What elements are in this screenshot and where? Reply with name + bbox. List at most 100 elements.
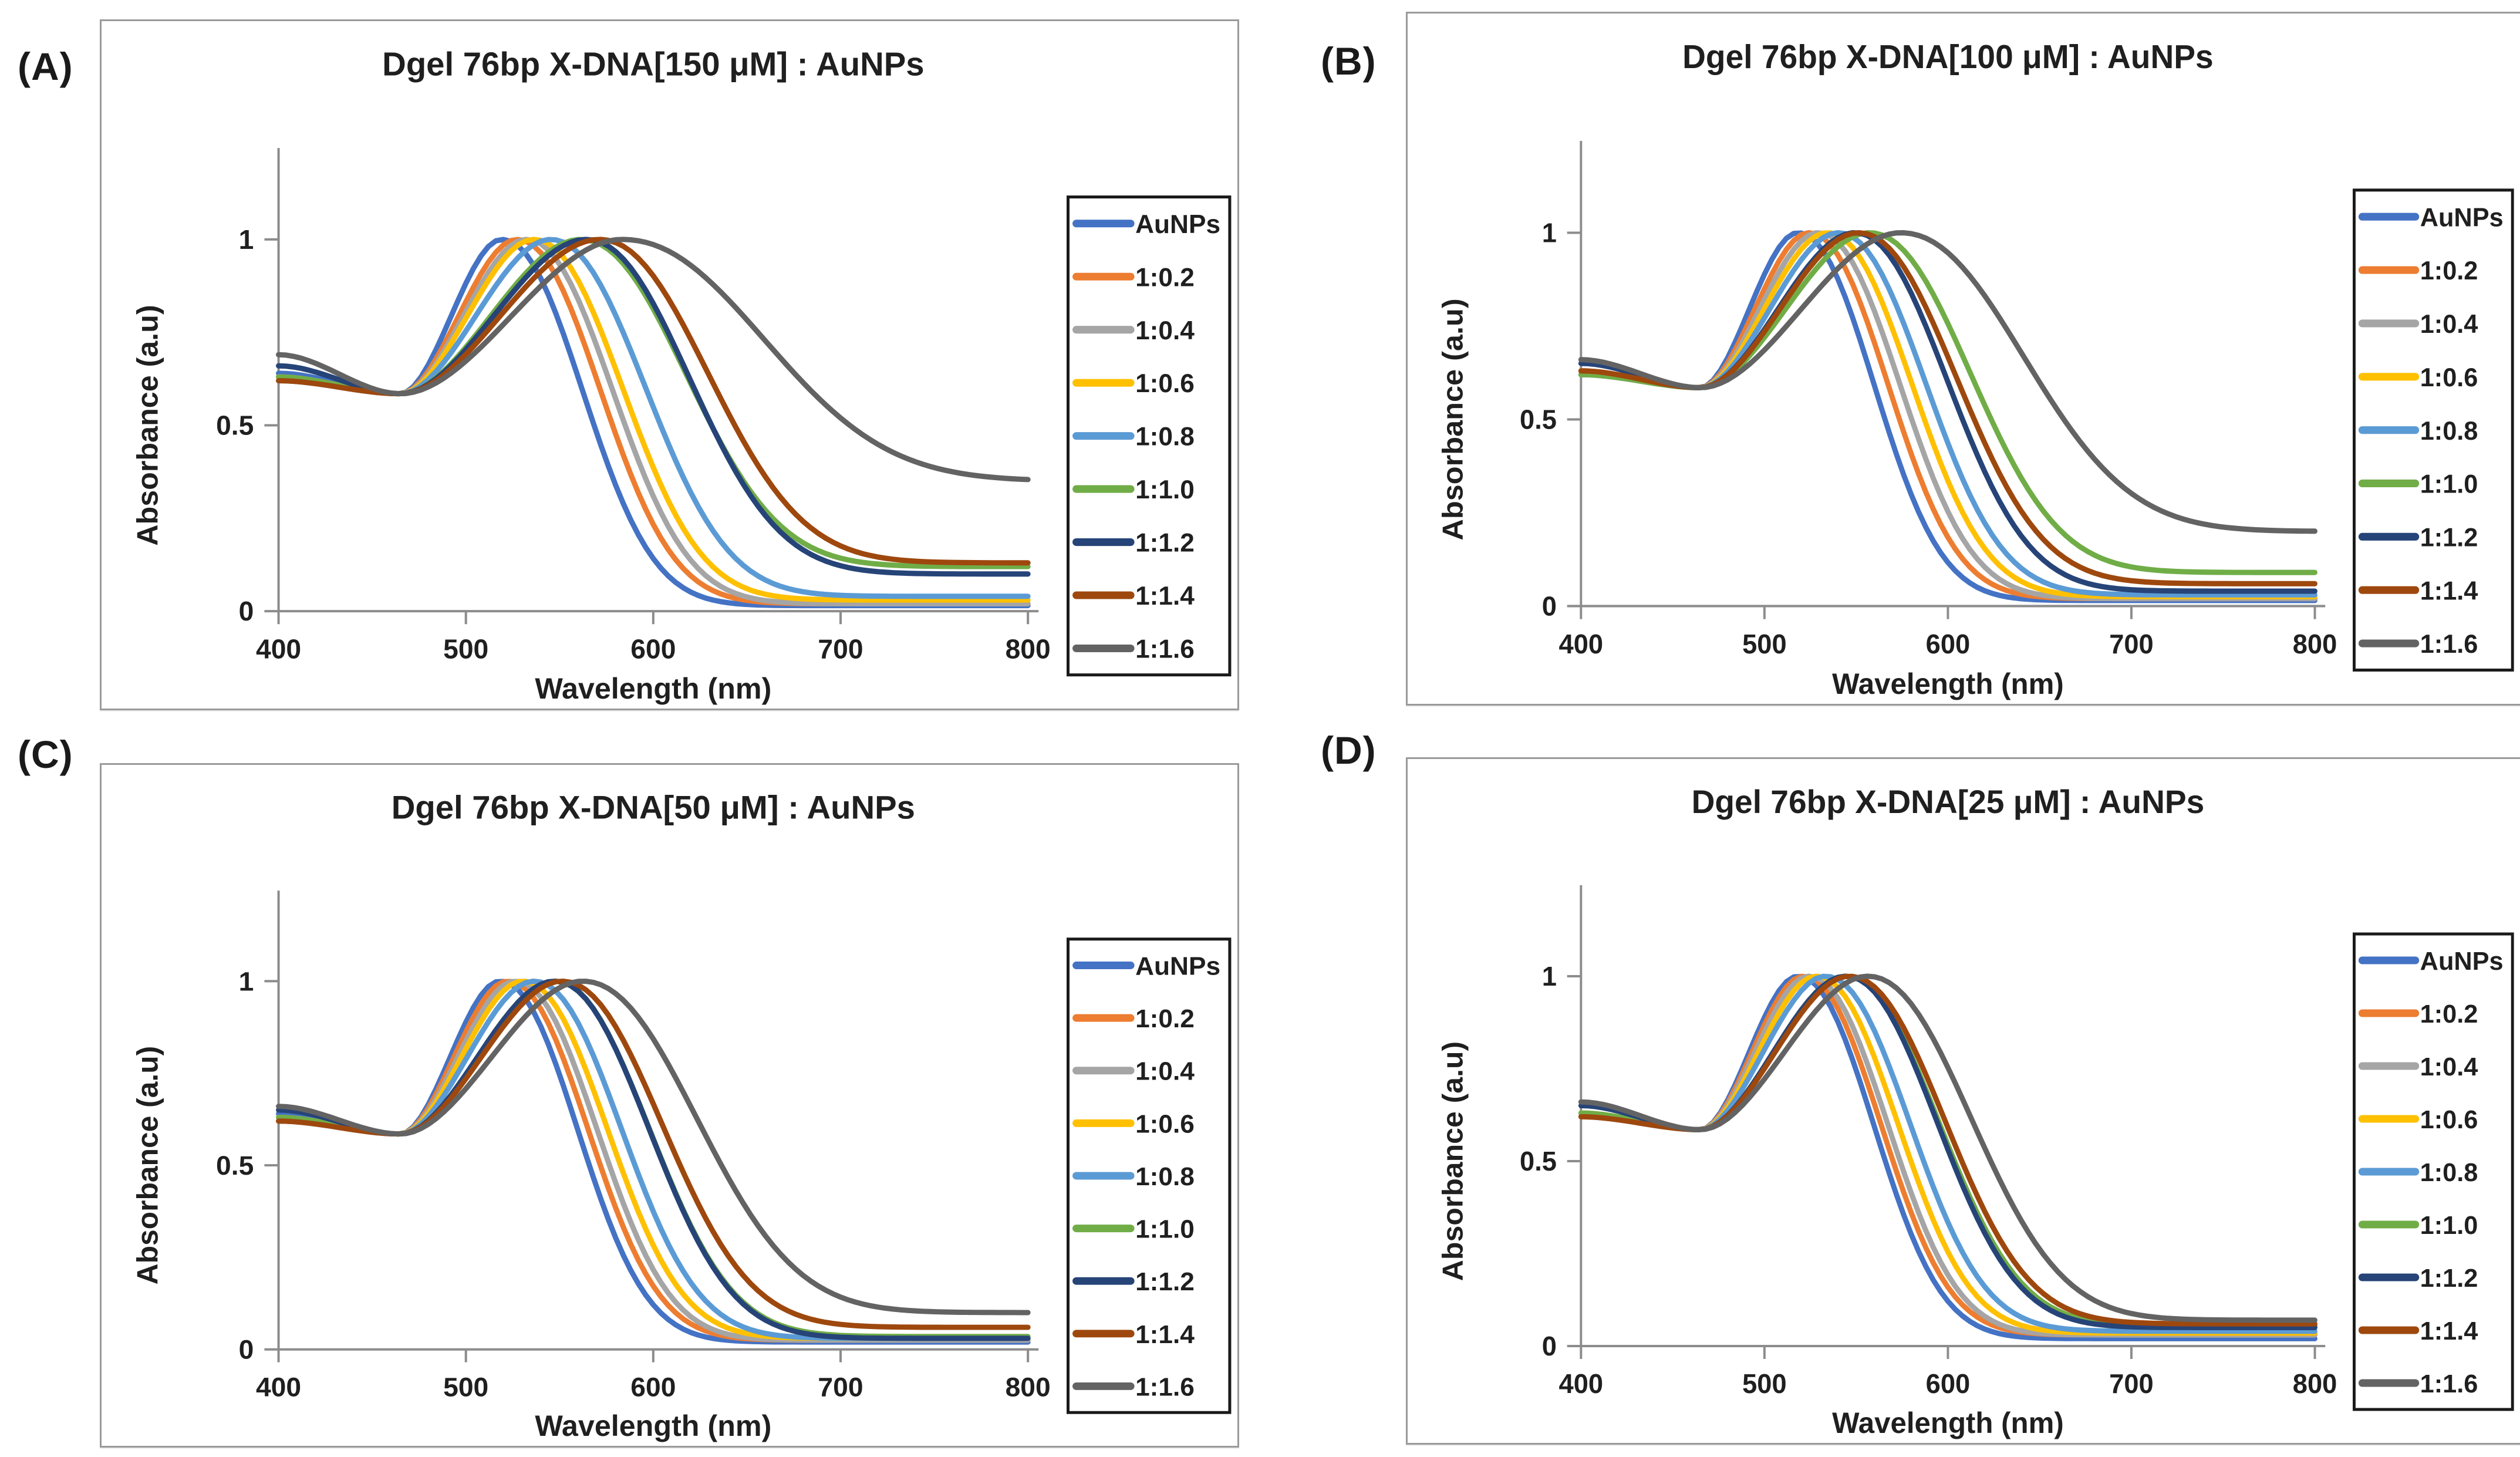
x-tick-label: 500 (1742, 629, 1787, 660)
legend-label: 1:1.0 (2420, 1211, 2478, 1240)
chart-title: Dgel 76bp X-DNA[50 μM] : AuNPs (392, 789, 915, 826)
legend-label: 1:1.6 (2420, 630, 2478, 659)
y-tick-label: 0.5 (1520, 404, 1557, 435)
legend-label: 1:1.2 (2420, 1264, 2478, 1293)
y-tick-label: 0 (239, 1334, 254, 1365)
spectra-chart-a: Dgel 76bp X-DNA[150 μM] : AuNPs 0 0.5 1 400 5… (131, 45, 1232, 705)
x-axis-title: Wavelength (nm) (1832, 667, 2064, 700)
y-axis-title: Absorbance (a.u) (1436, 1041, 1469, 1281)
legend-label: AuNPs (2420, 947, 2504, 976)
x-axis-title: Wavelength (nm) (535, 1409, 771, 1442)
legend-label: 1:0.8 (2420, 416, 2478, 446)
x-tick-label: 800 (1006, 634, 1051, 665)
curve-AuNPs (1578, 230, 2317, 603)
x-tick-label: 800 (2293, 1369, 2337, 1399)
legend-label: 1:0.8 (2420, 1158, 2478, 1187)
legend-label: 1:1.2 (1135, 1267, 1195, 1296)
legend-label: 1:0.6 (1135, 369, 1195, 398)
x-tick-label: 800 (2293, 629, 2337, 660)
curve-1-0-6 (276, 237, 1031, 603)
x-tick-label: 400 (1559, 1369, 1604, 1399)
legend-label: AuNPs (1135, 210, 1220, 239)
curve-1-1-6 (1578, 973, 2317, 1323)
y-axis-title: Absorbance (a.u) (1436, 298, 1469, 540)
x-tick-label: 400 (256, 1372, 301, 1402)
curve-AuNPs (276, 237, 1031, 609)
x-tick-label: 800 (1006, 1372, 1051, 1402)
y-tick-label: 0 (1542, 591, 1557, 622)
x-tick-label: 600 (1926, 629, 1971, 660)
legend-label: 1:1.0 (2420, 470, 2478, 499)
y-axis-title: Absorbance (a.u) (131, 1046, 164, 1285)
y-tick-label: 1 (1542, 217, 1557, 248)
curve-1-1-6 (276, 237, 1031, 483)
legend-label: 1:0.2 (2420, 257, 2478, 286)
legend-label: 1:0.2 (2420, 1000, 2478, 1028)
x-tick-label: 600 (630, 634, 676, 665)
legend-label: 1:1.0 (1135, 1215, 1195, 1244)
curve-1-0-2 (276, 237, 1031, 607)
spectra-chart-c: Dgel 76bp X-DNA[50 μM] : AuNPs 0 0.5 1 400 50… (131, 789, 1232, 1442)
x-tick-label: 500 (443, 634, 488, 665)
curve-1-1-4 (1578, 230, 2317, 586)
legend-label: AuNPs (1135, 952, 1220, 981)
chart-title: Dgel 76bp X-DNA[100 μM] : AuNPs (1682, 38, 2214, 75)
chart-title: Dgel 76bp X-DNA[25 μM] : AuNPs (1692, 784, 2205, 820)
panel-c-chart-box: Dgel 76bp X-DNA[50 μM] : AuNPs 0 0.5 1 400 50… (100, 763, 1239, 1448)
legend-label: 1:1.2 (1135, 529, 1195, 558)
y-tick-label: 0.5 (216, 410, 254, 441)
legend-label: 1:0.4 (1135, 316, 1195, 345)
spectra-chart-d: Dgel 76bp X-DNA[25 μM] : AuNPs 0 0.5 1 400 50… (1436, 784, 2514, 1439)
legend-label: 1:1.0 (1135, 475, 1195, 504)
legend-label: 1:0.4 (2420, 1053, 2478, 1081)
x-tick-label: 600 (1926, 1369, 1971, 1399)
legend-label: 1:0.8 (1135, 423, 1195, 451)
x-tick-label: 700 (818, 634, 863, 665)
panel-d-chart-box: Dgel 76bp X-DNA[25 μM] : AuNPs 0 0.5 1 400 50… (1406, 757, 2520, 1445)
panel-d: (D) Dgel 76bp X-DNA[25 μM] : AuNPs 0 0.5 1 4… (1321, 728, 2520, 1445)
legend-label: 1:1.4 (1135, 582, 1195, 611)
y-tick-label: 1 (239, 224, 254, 255)
x-tick-label: 600 (630, 1372, 676, 1402)
legend-label: 1:0.4 (1135, 1057, 1195, 1086)
legend-label: 1:0.8 (1135, 1162, 1195, 1191)
curve-1-1-6 (1578, 230, 2317, 534)
legend-label: 1:0.6 (2420, 363, 2478, 392)
y-tick-label: 1 (1542, 962, 1557, 991)
legend-label: 1:0.6 (2420, 1105, 2478, 1134)
legend-label: 1:0.4 (2420, 310, 2478, 339)
x-tick-label: 400 (1559, 629, 1604, 660)
x-tick-label: 500 (443, 1372, 488, 1402)
legend-label: 1:1.4 (1135, 1320, 1195, 1349)
y-tick-label: 1 (239, 966, 254, 997)
y-tick-label: 0 (239, 596, 254, 626)
legend-label: AuNPs (2420, 203, 2504, 232)
x-tick-label: 700 (2109, 1369, 2154, 1399)
x-axis-title: Wavelength (nm) (1832, 1407, 2064, 1439)
legend-label: 1:1.2 (2420, 523, 2478, 552)
y-axis-title: Absorbance (a.u) (131, 305, 164, 545)
curve-1-1-4 (276, 979, 1031, 1330)
panel-a: (A) Dgel 76bp X-DNA[150 μM] : AuNPs 0 0.5 1… (18, 19, 1239, 710)
panel-c: (C) Dgel 76bp X-DNA[50 μM] : AuNPs 0 0.5 1 4… (18, 732, 1239, 1448)
legend-label: 1:0.2 (1135, 263, 1195, 292)
legend-label: 1:1.6 (2420, 1370, 2478, 1398)
x-tick-label: 400 (256, 634, 301, 665)
panel-a-chart-box: Dgel 76bp X-DNA[150 μM] : AuNPs 0 0.5 1 400 5… (100, 19, 1239, 710)
x-axis-title: Wavelength (nm) (535, 672, 771, 705)
legend-label: 1:1.6 (1135, 1373, 1195, 1402)
y-tick-label: 0.5 (1520, 1146, 1557, 1176)
y-tick-label: 0 (1542, 1331, 1557, 1361)
panel-b-label: (B) (1321, 39, 1377, 83)
legend-label: 1:0.6 (1135, 1109, 1195, 1138)
curve-1-0-4 (1578, 230, 2317, 602)
panel-a-label: (A) (18, 45, 73, 88)
curve-1-1-6 (276, 979, 1031, 1316)
spectra-chart-b: Dgel 76bp X-DNA[100 μM] : AuNPs 0 0.5 1 400 5… (1436, 38, 2514, 700)
panel-c-label: (C) (18, 733, 73, 776)
panel-b: (B) Dgel 76bp X-DNA[100 μM] : AuNPs 0 0.5 1… (1321, 12, 2520, 706)
x-tick-label: 700 (818, 1372, 863, 1402)
chart-title: Dgel 76bp X-DNA[150 μM] : AuNPs (382, 45, 924, 82)
panel-b-chart-box: Dgel 76bp X-DNA[100 μM] : AuNPs 0 0.5 1 400 5… (1406, 12, 2520, 706)
